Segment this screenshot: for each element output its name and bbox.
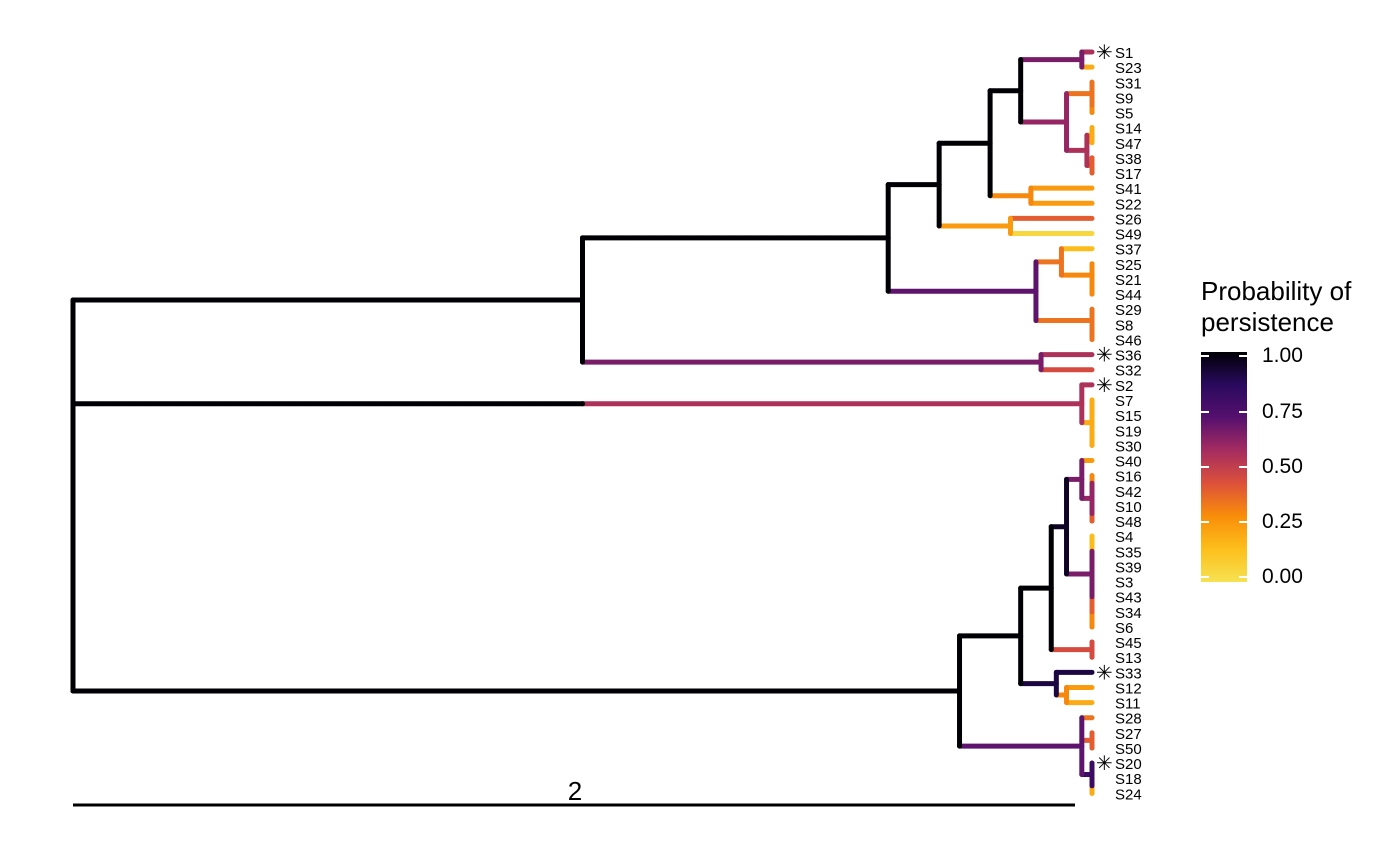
- tip-label: S45: [1115, 635, 1142, 652]
- tip-label: S33: [1115, 665, 1142, 682]
- tip-label: S12: [1115, 680, 1142, 697]
- asterisk-marker-icon: ✳: [1096, 343, 1113, 367]
- legend-tick-mark: [1239, 521, 1247, 523]
- tip-label: S9: [1115, 90, 1133, 107]
- legend-tick-mark: [1239, 466, 1247, 468]
- tip-label: S36: [1115, 348, 1142, 365]
- tip-label: S14: [1115, 121, 1142, 138]
- tip-label: S44: [1115, 287, 1142, 304]
- tip-label: S2: [1115, 378, 1133, 395]
- tip-label: S29: [1115, 302, 1142, 319]
- legend-tick-mark: [1201, 355, 1209, 357]
- tip-label: S40: [1115, 454, 1142, 471]
- tip-label: S49: [1115, 227, 1142, 244]
- tip-label: S34: [1115, 605, 1142, 622]
- tip-label: S43: [1115, 590, 1142, 607]
- legend-title-line1: Probability of: [1201, 276, 1352, 306]
- tip-label: S10: [1115, 499, 1142, 516]
- tip-label: S21: [1115, 272, 1142, 289]
- legend-title-line2: persistence: [1201, 307, 1334, 337]
- asterisk-marker-icon: ✳: [1096, 751, 1113, 775]
- legend-title: Probability of persistence: [1201, 276, 1351, 338]
- tip-label: S4: [1115, 529, 1133, 546]
- tip-label: S37: [1115, 242, 1142, 259]
- tip-label: S50: [1115, 741, 1142, 758]
- legend-tick-mark: [1201, 411, 1209, 413]
- tip-labels: S1✳S23S31S9S5S14S47S38S17S41S22S26S49S37…: [1096, 40, 1142, 803]
- legend-tick-mark: [1201, 521, 1209, 523]
- legend-tick-mark: [1239, 576, 1247, 578]
- legend-tick-label: 0.50: [1262, 455, 1303, 478]
- legend-colorbar: [1201, 352, 1247, 582]
- tip-label: S30: [1115, 438, 1142, 455]
- tip-label: S15: [1115, 408, 1142, 425]
- legend-tick-mark: [1239, 411, 1247, 413]
- legend-tick-mark: [1239, 355, 1247, 357]
- legend-tick-label: 0.00: [1262, 565, 1303, 588]
- tip-label: S18: [1115, 771, 1142, 788]
- tip-label: S38: [1115, 151, 1142, 168]
- tip-label: S5: [1115, 106, 1133, 123]
- tip-label: S47: [1115, 136, 1142, 153]
- tip-label: S42: [1115, 484, 1142, 501]
- legend-tick-labels: 1.00 0.75 0.50 0.25 0.00: [1262, 340, 1342, 600]
- tip-label: S20: [1115, 756, 1142, 773]
- asterisk-marker-icon: ✳: [1096, 373, 1113, 397]
- tip-label: S26: [1115, 211, 1142, 228]
- asterisk-marker-icon: ✳: [1096, 660, 1113, 684]
- tip-label: S32: [1115, 363, 1142, 380]
- tip-label: S23: [1115, 60, 1142, 77]
- legend-tick-label: 0.75: [1262, 400, 1303, 423]
- tip-label: S3: [1115, 575, 1133, 592]
- tip-label: S28: [1115, 711, 1142, 728]
- asterisk-marker-icon: ✳: [1096, 40, 1113, 64]
- tip-label: S17: [1115, 166, 1142, 183]
- tip-label: S31: [1115, 75, 1142, 92]
- tip-label: S1: [1115, 45, 1133, 62]
- tip-label: S16: [1115, 469, 1142, 486]
- legend-tick-mark: [1201, 576, 1209, 578]
- tip-label: S13: [1115, 650, 1142, 667]
- tip-label: S27: [1115, 726, 1142, 743]
- tip-label: S46: [1115, 332, 1142, 349]
- scale-bar: 2: [73, 776, 1075, 807]
- tip-label: S35: [1115, 544, 1142, 561]
- tip-label: S24: [1115, 786, 1142, 803]
- tip-label: S22: [1115, 196, 1142, 213]
- tip-label: S11: [1115, 696, 1141, 713]
- scale-bar-label: 2: [568, 776, 582, 806]
- tip-label: S39: [1115, 559, 1142, 576]
- tip-label: S48: [1115, 514, 1142, 531]
- tree-branches: [70, 49, 1095, 796]
- tip-label: S19: [1115, 423, 1142, 440]
- legend-tick-label: 1.00: [1262, 344, 1303, 367]
- tip-label: S41: [1115, 181, 1142, 198]
- tip-label: S6: [1115, 620, 1133, 637]
- legend-tick-label: 0.25: [1262, 510, 1303, 533]
- tip-label: S8: [1115, 317, 1133, 334]
- tip-label: S25: [1115, 257, 1142, 274]
- legend-tick-mark: [1201, 466, 1209, 468]
- tip-label: S7: [1115, 393, 1133, 410]
